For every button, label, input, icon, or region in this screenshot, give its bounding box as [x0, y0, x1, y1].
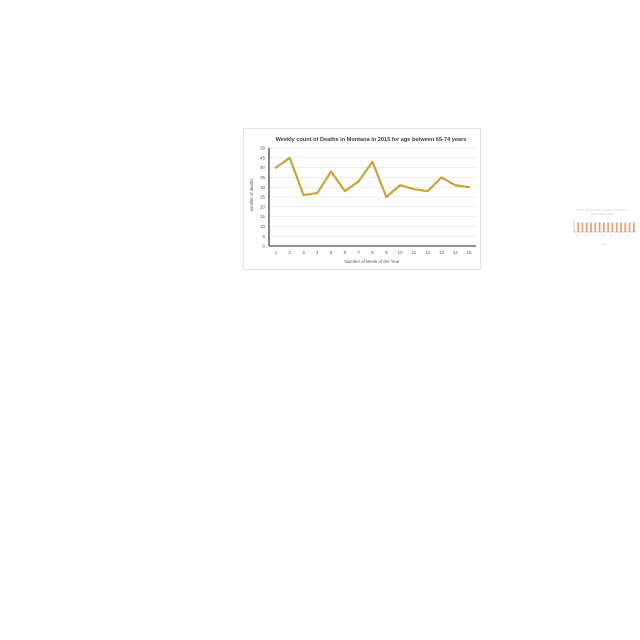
chart-title: Weekly count of Deaths in Montana in 201… — [276, 137, 467, 143]
x-tick-label: 12 — [425, 250, 430, 255]
x-tick-label: 5 — [330, 250, 333, 255]
line-chart-card: Weekly count of Deaths in Montana in 201… — [243, 128, 481, 270]
y-tick-label: 30 — [260, 185, 265, 190]
y-tick-label: 25 — [260, 195, 265, 200]
mini-x-tick — [575, 233, 579, 239]
mini-bar — [590, 222, 592, 232]
mini-x-tick — [618, 233, 622, 239]
mini-bar — [628, 222, 631, 232]
x-axis-label: Number of Week of the Year — [344, 259, 400, 264]
y-tick-label: 10 — [260, 224, 265, 229]
mini-bar — [611, 222, 614, 232]
mini-chart-subtitle: weekly deaths 2015 — [591, 212, 614, 216]
mini-bar — [598, 222, 601, 232]
mini-bar — [615, 222, 618, 232]
mini-bar — [581, 222, 584, 232]
x-tick-label: 15 — [467, 250, 472, 255]
mini-bar — [624, 222, 627, 232]
mini-bar — [594, 222, 597, 232]
mini-bar — [603, 222, 605, 232]
mini-bar — [607, 222, 609, 232]
y-axis-label: number of deaths — [249, 179, 254, 212]
x-tick-label: 14 — [453, 250, 458, 255]
mini-x-axis-label: week — [601, 242, 608, 246]
y-tick-label: 45 — [260, 155, 265, 160]
mini-bar — [585, 222, 588, 232]
mini-x-tick — [584, 233, 587, 239]
x-tick-label: 9 — [385, 250, 388, 255]
y-tick-label: 0 — [263, 244, 266, 249]
mini-x-tick — [627, 233, 630, 239]
x-tick-label: 13 — [439, 250, 444, 255]
x-tick-label: 7 — [357, 250, 360, 255]
y-tick-label: 15 — [260, 214, 265, 219]
y-tick-label: 40 — [260, 165, 265, 170]
series-line — [274, 156, 471, 199]
x-tick-label: 8 — [371, 250, 374, 255]
y-tick-label: 50 — [260, 146, 265, 151]
x-tick-label: 6 — [344, 250, 347, 255]
y-tick-label: 35 — [260, 175, 265, 180]
x-tick-label: 2 — [288, 250, 291, 255]
x-tick-label: 3 — [302, 250, 305, 255]
mini-x-tick — [610, 233, 613, 239]
y-tick-label: 5 — [263, 234, 266, 239]
mini-chart-title: for the age group 65-74 years in MONTANA — [577, 208, 628, 212]
x-tick-label: 4 — [316, 250, 319, 255]
mini-bar — [620, 222, 622, 232]
mini-x-tick — [593, 233, 596, 239]
x-tick-label: 11 — [412, 250, 417, 255]
x-tick-label: 1 — [275, 250, 278, 255]
mini-bar — [577, 222, 579, 232]
x-tick-label: 10 — [398, 250, 403, 255]
line-chart: Weekly count of Deaths in Montana in 201… — [249, 137, 476, 264]
mini-bar — [633, 222, 635, 232]
mini-x-tick — [601, 233, 605, 239]
y-tick-label: 20 — [260, 204, 265, 209]
mini-bar-chart: for the age group 65-74 years in MONTANA… — [573, 208, 636, 246]
